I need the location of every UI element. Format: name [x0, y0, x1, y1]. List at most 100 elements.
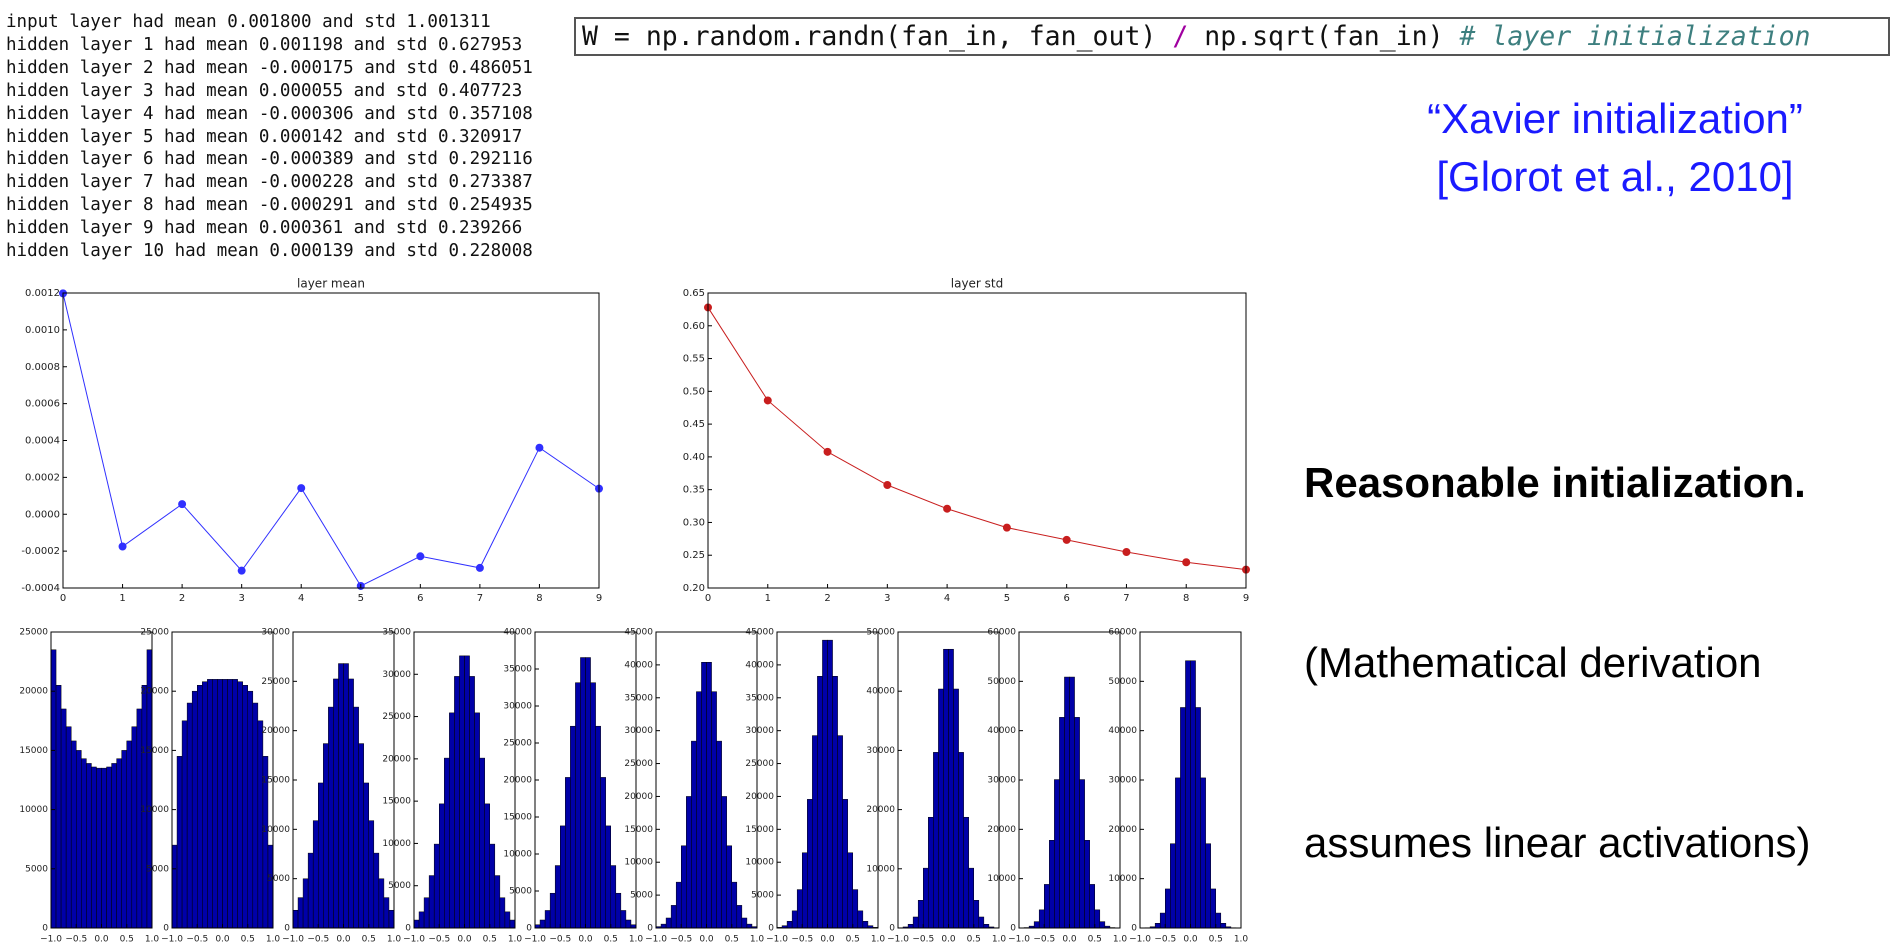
x-tick-label: −1.0: [645, 935, 667, 945]
y-tick-label: 0.0012: [25, 288, 60, 299]
bar: [928, 816, 934, 929]
x-tick-label: 1.0: [387, 935, 402, 945]
y-tick-label: 25000: [745, 759, 774, 769]
bar: [670, 905, 677, 929]
plot-frame: [707, 292, 1247, 589]
bar: [70, 740, 77, 929]
bar: [570, 725, 576, 929]
code-text: np.sqrt(fan_in): [1188, 21, 1460, 52]
x-tick-label: −1.0: [282, 935, 304, 945]
x-tick-label: 4: [944, 593, 950, 604]
x-tick-label: 5: [1004, 593, 1010, 604]
y-tick-label: 5000: [388, 881, 411, 891]
y-tick-label: 50000: [1108, 677, 1137, 687]
y-tick-label: 0: [42, 924, 48, 934]
bar: [76, 750, 82, 929]
bar: [509, 919, 516, 929]
bar: [1185, 660, 1191, 929]
y-tick-label: 35000: [745, 693, 774, 703]
x-tick-label: 0.0: [457, 935, 472, 945]
bar: [227, 679, 233, 929]
bar: [665, 917, 672, 929]
y-tick-label: 60000: [1108, 628, 1137, 638]
x-tick-label: 0.5: [120, 935, 134, 945]
y-tick-label: 45000: [624, 628, 653, 638]
x-tick-label: 1: [119, 593, 125, 604]
x-tick-label: −0.5: [307, 935, 329, 945]
bar: [580, 657, 586, 929]
bar: [585, 657, 591, 929]
x-tick-label: −1.0: [161, 935, 183, 945]
y-tick-label: 50000: [866, 628, 895, 638]
bar: [202, 681, 208, 929]
bar: [489, 843, 496, 929]
bar: [917, 900, 924, 929]
bar: [852, 889, 859, 929]
bar: [449, 712, 455, 929]
x-tick-label: 0.5: [1209, 935, 1223, 945]
x-tick-label: −1.0: [766, 935, 788, 945]
bar: [101, 767, 107, 929]
y-tick-label: 5000: [146, 864, 169, 874]
bar: [605, 825, 612, 929]
bar: [660, 923, 667, 929]
y-tick-label: 20000: [382, 754, 411, 764]
bar: [469, 676, 475, 929]
bar: [1099, 921, 1106, 929]
bar: [1175, 777, 1181, 929]
x-tick-label: 0.0: [336, 935, 351, 945]
note: Reasonable initialization. (Mathematical…: [1304, 333, 1811, 933]
bar: [706, 662, 712, 929]
x-tick-label: 1.0: [508, 935, 523, 945]
bar: [55, 685, 62, 929]
y-tick-label: 0: [1010, 924, 1016, 934]
bar: [600, 777, 606, 929]
bar: [615, 892, 622, 929]
bar: [1038, 909, 1045, 929]
bar: [494, 875, 501, 929]
y-tick-label: 15000: [503, 813, 532, 823]
bar: [504, 911, 511, 929]
bar: [847, 852, 854, 929]
y-tick-label: 0.20: [683, 583, 705, 594]
x-tick-label: 4: [298, 593, 304, 604]
bar: [539, 919, 546, 929]
y-tick-label: 0.40: [683, 452, 705, 463]
bar: [222, 679, 228, 929]
bar: [796, 889, 803, 929]
x-tick-label: −0.5: [670, 935, 692, 945]
bar: [1059, 717, 1065, 929]
log-line: hidden layer 8 had mean -0.000291 and st…: [6, 195, 533, 216]
bar: [802, 852, 808, 929]
x-tick-label: −0.5: [912, 935, 934, 945]
bar: [862, 921, 869, 929]
y-tick-label: 30000: [745, 726, 774, 736]
y-tick-label: 0.35: [683, 485, 705, 496]
log-line: input layer had mean 0.001800 and std 1.…: [6, 12, 491, 32]
bar: [418, 911, 425, 929]
y-tick-label: 20000: [1108, 825, 1137, 835]
bar: [96, 767, 102, 929]
x-tick-label: 8: [1183, 593, 1189, 604]
bar: [817, 676, 823, 929]
y-tick-label: -0.0002: [21, 546, 60, 557]
bar: [731, 881, 738, 929]
code-operator: /: [1172, 21, 1189, 52]
bar: [247, 690, 254, 929]
x-tick-label: −1.0: [40, 935, 62, 945]
y-tick-label: 0: [647, 924, 653, 934]
y-tick-label: 30000: [866, 746, 895, 756]
x-tick-label: 1: [765, 593, 771, 604]
bar: [1159, 912, 1166, 929]
bar: [716, 740, 722, 929]
x-tick-label: −1.0: [1129, 935, 1151, 945]
y-tick-label: 35000: [624, 693, 653, 703]
bar: [413, 919, 420, 929]
bar: [136, 708, 143, 929]
bar: [610, 865, 617, 929]
y-tick-label: 35000: [503, 665, 532, 675]
x-tick-label: 0.5: [604, 935, 618, 945]
y-tick-label: 30000: [624, 726, 653, 736]
y-tick-label: 45000: [745, 628, 774, 638]
y-tick-label: 0.0000: [25, 509, 60, 520]
